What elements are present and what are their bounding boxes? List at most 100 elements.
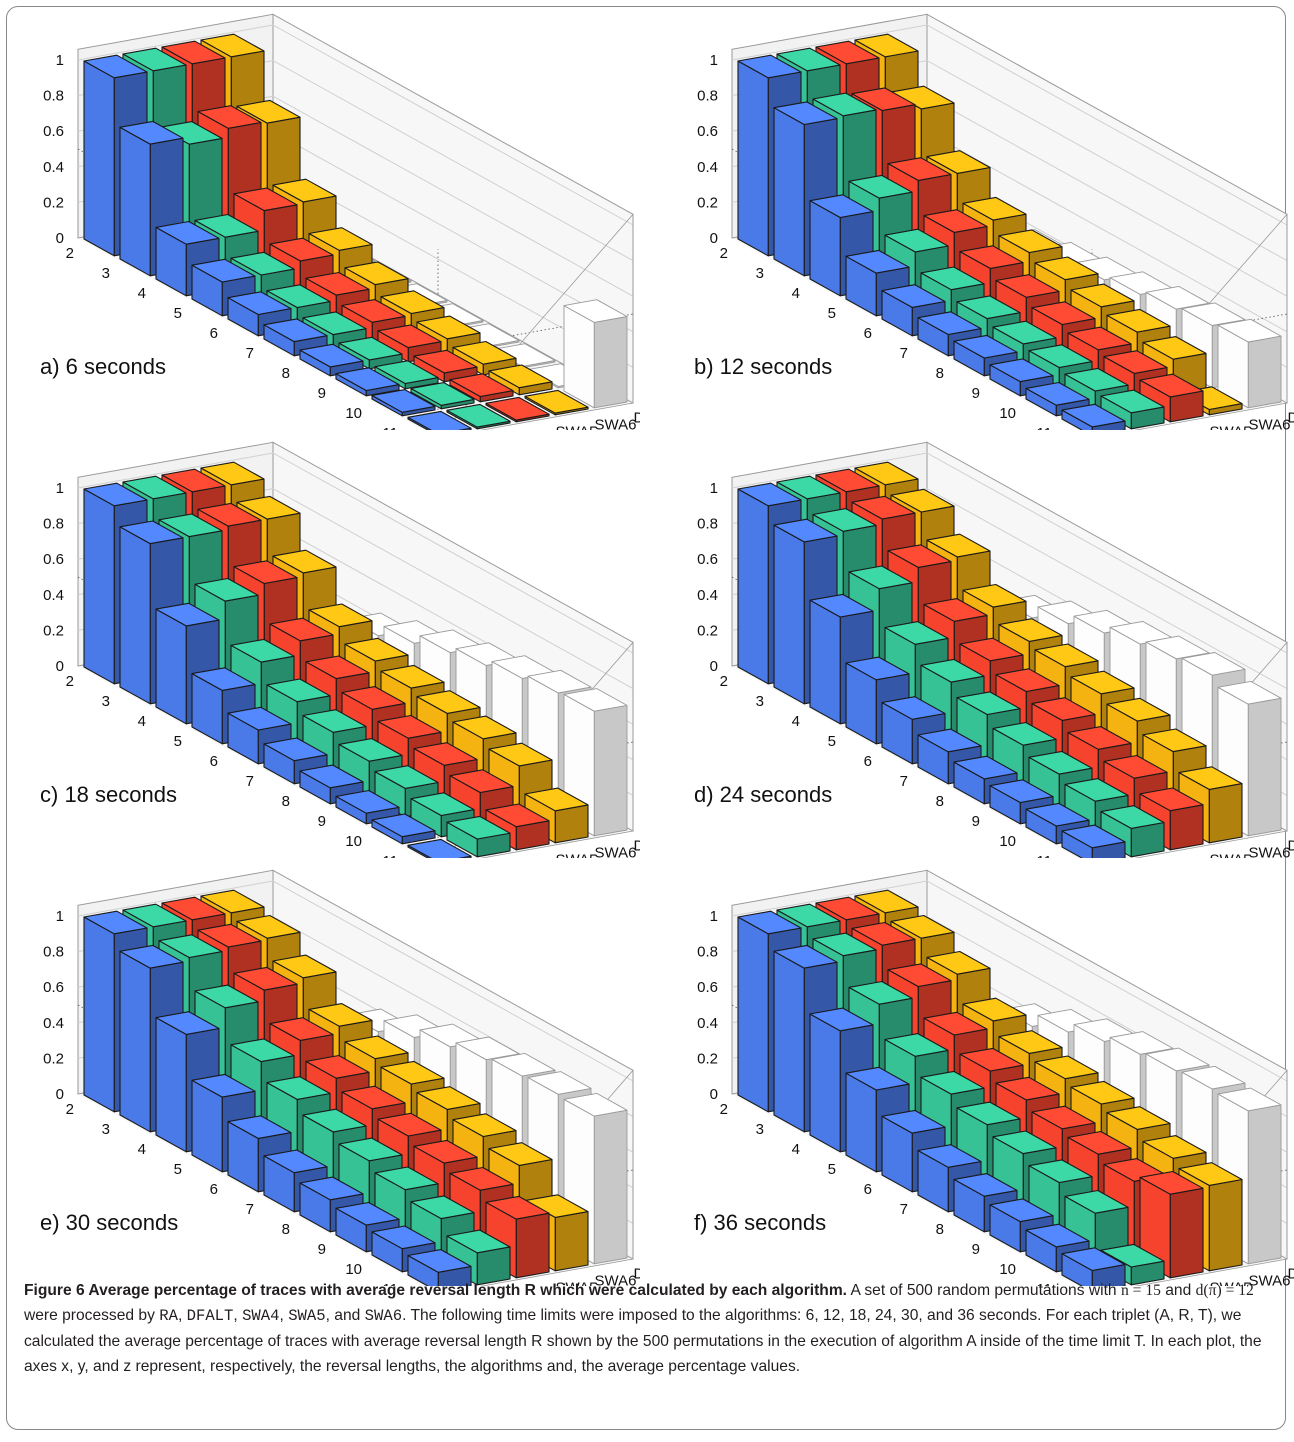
x-tick-label: 2 xyxy=(66,673,74,690)
bar-top xyxy=(83,482,148,507)
y-tick-label: SWA6 xyxy=(1249,845,1291,859)
bar-top xyxy=(416,690,481,714)
bar-top xyxy=(1217,318,1282,343)
bar-top xyxy=(1028,1159,1093,1184)
bar-top xyxy=(881,696,946,720)
y-tick-labels: RASWA4SWA5SWA6DFALT xyxy=(556,1266,641,1287)
bar-top xyxy=(737,910,802,935)
bar-top xyxy=(527,669,592,694)
bar-top xyxy=(413,742,478,766)
bar-top xyxy=(995,1076,1060,1101)
bar-top xyxy=(455,1036,520,1061)
bar-top xyxy=(1106,308,1171,333)
bar-top xyxy=(890,488,955,513)
bar-top xyxy=(308,1003,373,1027)
x-tick-label: 5 xyxy=(828,733,836,750)
gridline xyxy=(731,24,1288,226)
z-tick-label: 1 xyxy=(56,480,64,497)
bar-top xyxy=(848,980,913,1005)
bar-top xyxy=(338,1137,403,1162)
z-tick-label: 0.2 xyxy=(43,622,64,639)
y-tick-labels: RASWA4SWA5SWA6DFALT xyxy=(556,838,641,859)
x-tick-label: 10 xyxy=(999,405,1016,422)
bar-top xyxy=(887,157,952,181)
bar-top xyxy=(1025,381,1090,406)
bar-top xyxy=(272,954,337,979)
bar-side xyxy=(593,316,628,409)
bar-top xyxy=(155,1011,220,1035)
x-tick-label: 4 xyxy=(138,713,146,730)
bar-top xyxy=(1070,283,1135,308)
z-tick-label: 1 xyxy=(710,52,718,69)
bar-top xyxy=(338,336,403,361)
bar-top xyxy=(200,33,265,58)
bar-top xyxy=(299,1176,364,1201)
x-tick-label: 11 xyxy=(1036,853,1052,858)
bar-front xyxy=(737,916,769,1113)
bar-top xyxy=(992,320,1057,345)
z-tick-label: 0.2 xyxy=(43,194,64,211)
bar-top xyxy=(962,196,1027,221)
bar-RA-8 xyxy=(299,343,364,377)
bar-top xyxy=(230,638,295,663)
x-tick-label: 7 xyxy=(900,345,908,362)
bar-top xyxy=(302,1108,367,1133)
z-tick-label: 0.6 xyxy=(697,123,718,140)
x-tick-label: 9 xyxy=(972,385,980,402)
bar-top xyxy=(119,520,184,545)
x-tick-label: 9 xyxy=(318,813,326,830)
x-tick-label: 2 xyxy=(66,245,74,262)
bar-top xyxy=(272,178,337,203)
bar-top xyxy=(887,963,952,988)
y-tick-label: SWA5 xyxy=(556,424,598,431)
bar-top xyxy=(527,1071,592,1095)
bar-top xyxy=(851,921,916,946)
bar-top xyxy=(1145,1047,1210,1072)
x-tick-label: 4 xyxy=(792,713,800,730)
bar-top xyxy=(1181,652,1246,676)
x-tick-label: 4 xyxy=(138,285,146,302)
bar-side xyxy=(1169,1187,1204,1279)
bar-top xyxy=(371,389,436,413)
bar-top xyxy=(881,1109,946,1134)
bar-top xyxy=(374,765,439,789)
bar-top xyxy=(200,889,265,914)
x-tick-label: 2 xyxy=(720,245,728,262)
bar-top xyxy=(119,120,184,145)
bar-top xyxy=(563,688,628,712)
bar-top xyxy=(845,1066,910,1091)
bar-top xyxy=(236,495,301,520)
x-tick-label: 3 xyxy=(102,265,110,282)
z-tick-label: 0.8 xyxy=(43,88,64,105)
bar-top xyxy=(227,1115,292,1139)
bar-top xyxy=(194,577,259,602)
bar-top xyxy=(953,755,1018,780)
caption-sep-3: , xyxy=(279,1307,289,1324)
y-tick-labels: RASWA4SWA5SWA6DFALT xyxy=(1210,410,1294,431)
bar-top xyxy=(302,709,367,733)
bar-top xyxy=(344,1035,409,1060)
bar-top xyxy=(1106,1106,1171,1130)
bar-front xyxy=(809,1013,841,1153)
bar-top xyxy=(194,984,259,1009)
bar-top xyxy=(1181,302,1246,326)
bar-top xyxy=(452,340,517,365)
x-tick-labels: 2 3 4 5 6 7 8 9 10 11 xyxy=(720,245,1052,430)
caption-text-2: and xyxy=(1160,1282,1196,1299)
bar-SWA5-10 xyxy=(449,373,514,403)
bar-top xyxy=(1034,256,1099,281)
y-tick-label: SWA6 xyxy=(1249,417,1291,431)
bar-top xyxy=(917,728,982,753)
bars xyxy=(737,33,1282,430)
bar-top xyxy=(737,54,802,79)
bar-top xyxy=(1061,1247,1126,1272)
bar-top xyxy=(371,1225,436,1250)
bar-top xyxy=(374,1166,439,1191)
bars xyxy=(737,889,1282,1286)
bar-top xyxy=(1061,403,1126,428)
z-tick-label: 0.4 xyxy=(697,587,718,604)
x-tick-label: 11 xyxy=(382,853,398,858)
bar-top xyxy=(269,237,334,262)
bars xyxy=(83,461,628,858)
bar3d-chart: 0 0.2 0.4 0.6 0.8 1 2 3 4 5 6 7 8 9 10 11 RASWA4SWA5SWA6… xyxy=(40,13,640,431)
